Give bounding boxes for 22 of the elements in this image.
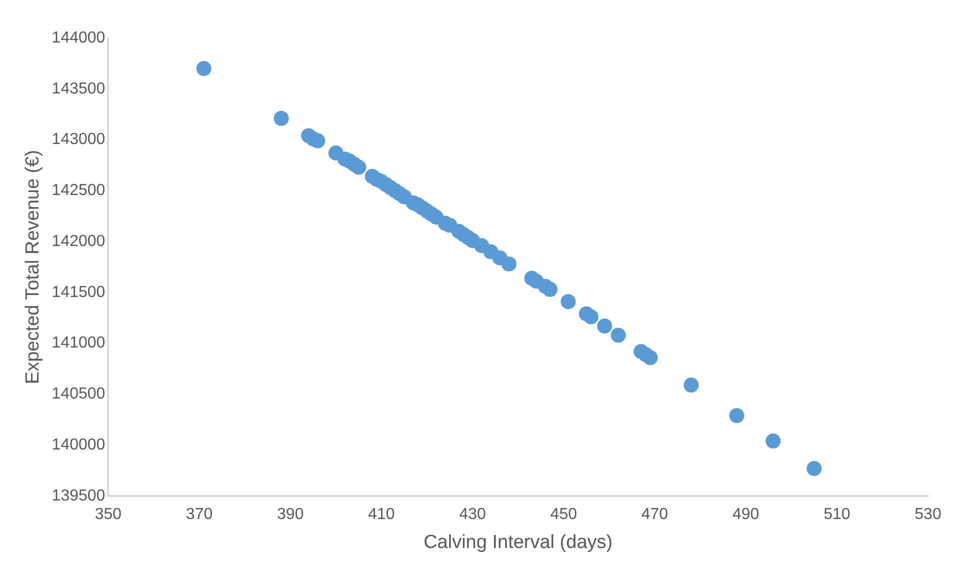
y-tick-label: 142500 [52,182,106,200]
y-tick-label: 143500 [52,80,106,98]
y-tick-label: 140000 [52,436,106,454]
y-tick-label: 141500 [52,284,106,301]
x-tick-label: 450 [550,506,578,524]
x-tick-label: 510 [824,506,850,524]
x-tick-label: 370 [186,506,213,524]
y-axis-title: Expected Total Revenue (€) [22,150,44,384]
y-tick-label: 140500 [52,386,106,403]
y-tick-label: 142000 [52,232,106,250]
x-tick-label: 350 [94,506,122,524]
x-tick-label: 430 [459,506,486,524]
y-tick-label: 141000 [52,334,106,352]
y-tick-label: 144000 [52,29,106,46]
x-tick-label: 490 [732,506,760,524]
x-axis-title: Calving Interval (days) [424,532,613,553]
x-tick-label: 390 [277,506,304,524]
x-tick-label: 530 [914,506,942,524]
y-tick-label: 139500 [52,487,106,504]
x-tick-label: 410 [368,506,395,524]
y-tick-label: 143000 [52,131,106,148]
x-tick-label: 470 [641,506,668,524]
